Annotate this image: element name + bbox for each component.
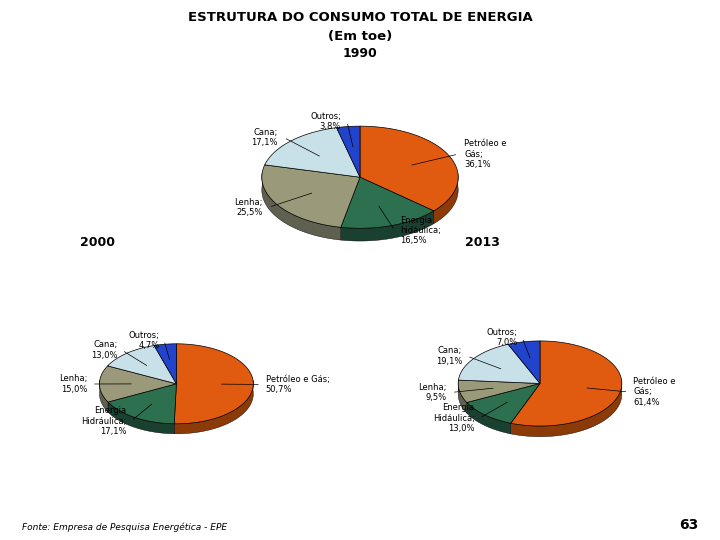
Polygon shape	[107, 346, 176, 384]
Polygon shape	[360, 126, 458, 211]
Polygon shape	[467, 402, 510, 434]
Polygon shape	[262, 173, 341, 240]
Polygon shape	[508, 341, 540, 383]
Polygon shape	[174, 344, 253, 424]
Text: ESTRUTURA DO CONSUMO TOTAL DE ENERGIA: ESTRUTURA DO CONSUMO TOTAL DE ENERGIA	[188, 11, 532, 24]
Text: Outros;
4,7%: Outros; 4,7%	[129, 330, 159, 350]
Text: 63: 63	[679, 518, 698, 532]
Text: Outros;
7,0%: Outros; 7,0%	[486, 328, 517, 347]
Text: Cana;
19,1%: Cana; 19,1%	[436, 346, 462, 366]
Polygon shape	[108, 384, 176, 424]
Text: 2013: 2013	[465, 235, 500, 249]
Polygon shape	[341, 211, 433, 241]
Polygon shape	[262, 165, 360, 227]
Polygon shape	[336, 126, 360, 177]
Text: Cana;
13,0%: Cana; 13,0%	[91, 340, 117, 360]
Text: (Em toe): (Em toe)	[328, 30, 392, 43]
Text: Energia
Hidáulica;
13,0%: Energia Hidáulica; 13,0%	[433, 403, 474, 433]
Polygon shape	[510, 380, 622, 437]
Text: Energia
hidáulica;
16,5%: Energia hidáulica; 16,5%	[400, 215, 441, 245]
Text: Energia
Hidráulica;
17,1%: Energia Hidráulica; 17,1%	[81, 406, 127, 436]
Text: Petróleo e Gás;
50,7%: Petróleo e Gás; 50,7%	[266, 375, 330, 394]
Polygon shape	[458, 380, 540, 402]
Polygon shape	[341, 177, 433, 228]
Polygon shape	[108, 402, 174, 434]
Polygon shape	[99, 366, 176, 402]
Polygon shape	[510, 341, 622, 426]
Polygon shape	[458, 380, 467, 413]
Text: Lenha;
25,5%: Lenha; 25,5%	[235, 198, 263, 217]
Polygon shape	[459, 345, 540, 383]
Polygon shape	[99, 380, 108, 412]
Text: Lenha;
15,0%: Lenha; 15,0%	[59, 374, 87, 394]
Text: 2000: 2000	[80, 235, 114, 249]
Text: Petróleo e
Gás;
61,4%: Petróleo e Gás; 61,4%	[634, 377, 676, 407]
Text: Lenha;
9,5%: Lenha; 9,5%	[418, 383, 446, 402]
Text: 1990: 1990	[343, 46, 377, 60]
Text: Outros;
3,8%: Outros; 3,8%	[310, 112, 341, 131]
Polygon shape	[154, 344, 176, 384]
Text: Petróleo e
Gás;
36,1%: Petróleo e Gás; 36,1%	[464, 139, 507, 169]
Text: Fonte: Empresa de Pesquisa Energética - EPE: Fonte: Empresa de Pesquisa Energética - …	[22, 522, 227, 532]
Polygon shape	[467, 383, 540, 423]
Text: Cana;
17,1%: Cana; 17,1%	[251, 128, 278, 147]
Polygon shape	[174, 380, 253, 434]
Polygon shape	[433, 173, 458, 224]
Polygon shape	[265, 127, 360, 177]
